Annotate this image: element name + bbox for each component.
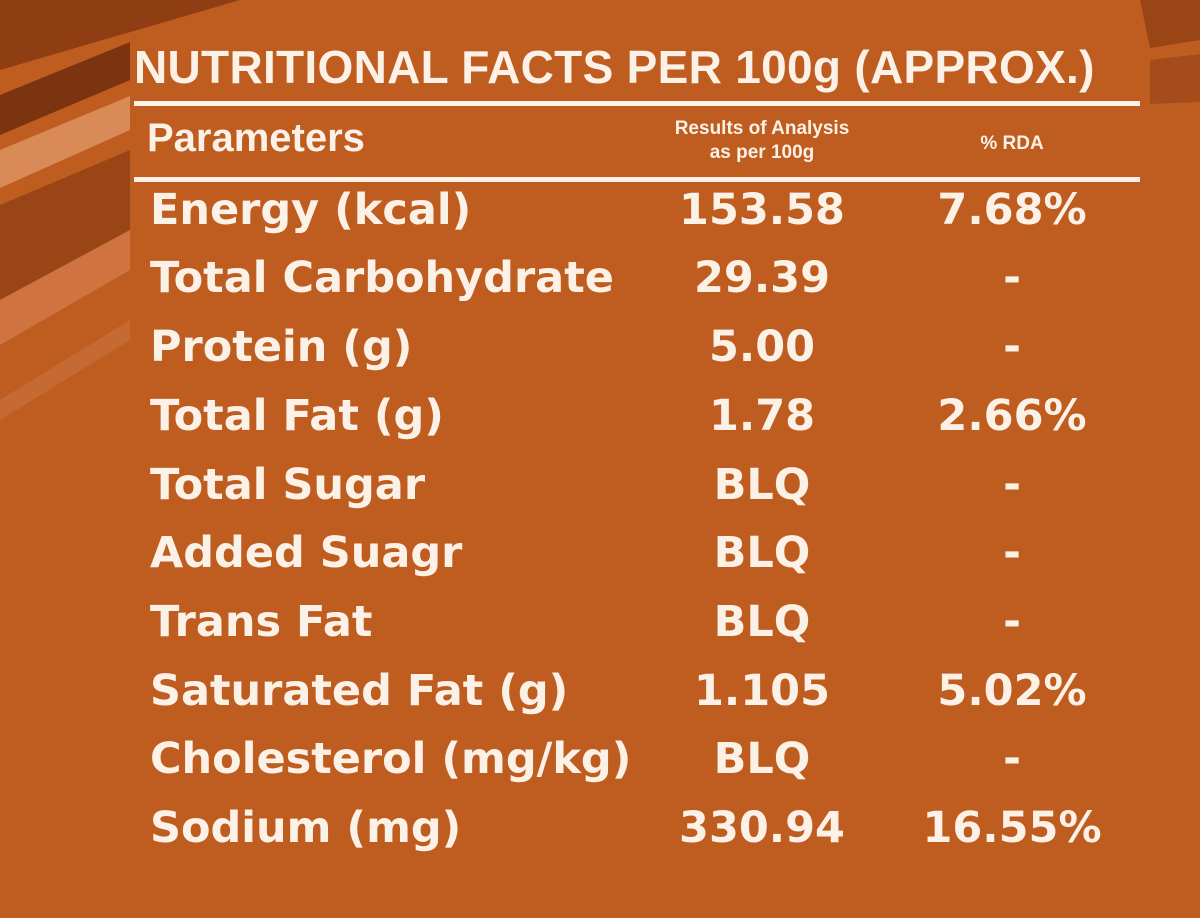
table-row: Energy (kcal) 153.58 7.68% — [0, 180, 1200, 240]
table-row: Protein (g) 5.00 - — [0, 317, 1200, 377]
result-cell: 5.00 — [708, 322, 816, 372]
parameter-cell: Saturated Fat (g) — [150, 666, 569, 716]
column-header-results: Results of Analysis as per 100g — [675, 117, 850, 165]
column-header-parameters: Parameters — [147, 116, 365, 160]
table-row: Total Sugar BLQ - — [0, 455, 1200, 515]
parameter-cell: Added Suagr — [150, 528, 463, 578]
rda-cell: - — [1003, 597, 1021, 647]
result-cell: 29.39 — [693, 253, 831, 303]
rda-cell: 16.55% — [922, 803, 1102, 853]
result-cell: 153.58 — [679, 185, 845, 235]
table-row: Saturated Fat (g) 1.105 5.02% — [0, 661, 1200, 721]
parameter-cell: Energy (kcal) — [150, 185, 472, 235]
table-row: Sodium (mg) 330.94 16.55% — [0, 798, 1200, 858]
rda-cell: - — [1003, 528, 1021, 578]
results-header-line2: as per 100g — [709, 142, 815, 163]
table-row: Added Suagr BLQ - — [0, 523, 1200, 583]
rda-cell: - — [1003, 460, 1021, 510]
result-cell: 1.78 — [708, 391, 816, 441]
parameter-cell: Cholesterol (mg/kg) — [150, 734, 632, 784]
nutrition-title: NUTRITIONAL FACTS PER 100g (APPROX.) — [134, 41, 1095, 93]
result-cell: 330.94 — [679, 803, 845, 853]
table-row: Trans Fat BLQ - — [0, 592, 1200, 652]
parameter-cell: Sodium (mg) — [150, 803, 462, 853]
result-cell: BLQ — [713, 528, 811, 578]
results-header-line1: Results of Analysis — [674, 118, 850, 139]
parameter-cell: Total Carbohydrate — [150, 253, 614, 303]
result-cell: BLQ — [713, 597, 811, 647]
parameter-cell: Total Sugar — [150, 460, 426, 510]
result-cell: 1.105 — [693, 666, 831, 716]
rda-cell: - — [1003, 734, 1021, 784]
column-header-rda: % RDA — [980, 133, 1044, 154]
rda-cell: - — [1003, 253, 1021, 303]
table-row: Cholesterol (mg/kg) BLQ - — [0, 729, 1200, 789]
title-divider — [134, 101, 1140, 106]
rda-cell: - — [1003, 322, 1021, 372]
result-cell: BLQ — [713, 460, 811, 510]
result-cell: BLQ — [713, 734, 811, 784]
table-row: Total Fat (g) 1.78 2.66% — [0, 386, 1200, 446]
rda-cell: 7.68% — [937, 185, 1087, 235]
header-divider — [134, 177, 1140, 182]
rda-cell: 2.66% — [937, 391, 1087, 441]
parameter-cell: Total Fat (g) — [150, 391, 444, 441]
rda-cell: 5.02% — [937, 666, 1087, 716]
table-row: Total Carbohydrate 29.39 - — [0, 248, 1200, 308]
parameter-cell: Trans Fat — [150, 597, 373, 647]
parameter-cell: Protein (g) — [150, 322, 413, 372]
